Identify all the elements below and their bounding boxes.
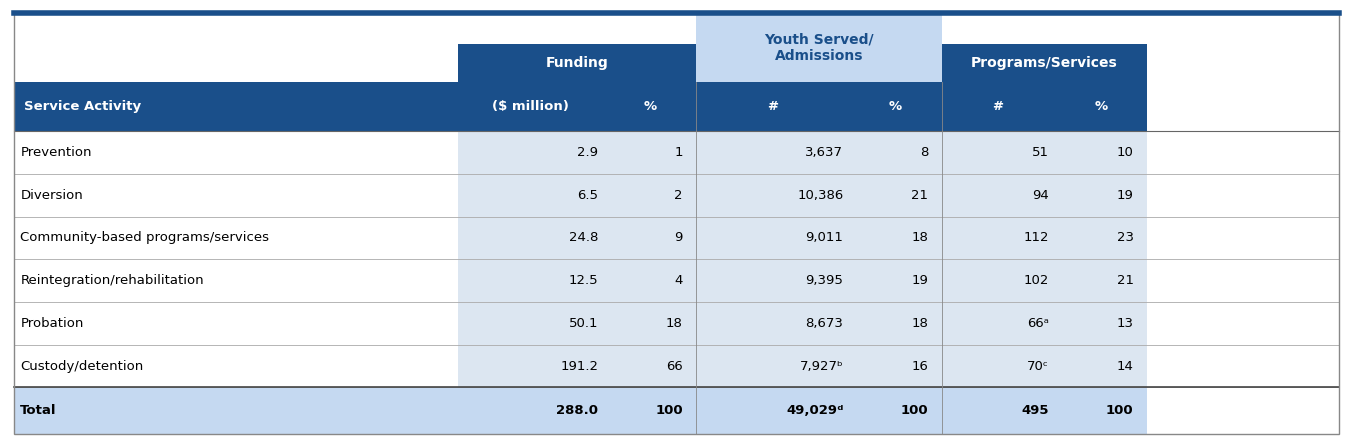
Text: 495: 495 <box>1022 404 1049 417</box>
Text: 66: 66 <box>666 360 683 373</box>
Bar <box>697 174 942 217</box>
Bar <box>457 131 697 174</box>
Bar <box>457 217 697 259</box>
Bar <box>457 13 697 44</box>
Text: 8,673: 8,673 <box>805 317 843 330</box>
Bar <box>14 302 457 345</box>
Text: 7,927ᵇ: 7,927ᵇ <box>800 360 843 373</box>
Bar <box>942 217 1147 259</box>
Bar <box>942 302 1147 345</box>
Text: 8: 8 <box>920 146 928 159</box>
Bar <box>14 174 457 217</box>
Text: Programs/Services: Programs/Services <box>971 56 1118 70</box>
Bar <box>14 13 457 82</box>
Text: 191.2: 191.2 <box>560 360 598 373</box>
Bar <box>697 302 942 345</box>
Text: 3,637: 3,637 <box>805 146 843 159</box>
Text: 19: 19 <box>912 274 928 287</box>
Text: 19: 19 <box>1116 189 1134 202</box>
Bar <box>942 13 1147 44</box>
Text: 13: 13 <box>1116 317 1134 330</box>
Text: 102: 102 <box>1024 274 1049 287</box>
Text: 9,395: 9,395 <box>805 274 843 287</box>
Text: Community-based programs/services: Community-based programs/services <box>20 231 269 245</box>
Text: 100: 100 <box>655 404 683 417</box>
Text: Prevention: Prevention <box>20 146 92 159</box>
Text: #: # <box>993 100 1004 113</box>
Bar <box>697 131 942 174</box>
Text: 100: 100 <box>1105 404 1134 417</box>
Text: Reintegration/rehabilitation: Reintegration/rehabilitation <box>20 274 204 287</box>
Text: 2: 2 <box>674 189 683 202</box>
Text: 70ᶜ: 70ᶜ <box>1027 360 1049 373</box>
Text: %: % <box>644 100 656 113</box>
Text: 18: 18 <box>912 231 928 245</box>
Text: 18: 18 <box>912 317 928 330</box>
Text: 288.0: 288.0 <box>556 404 598 417</box>
Text: 9,011: 9,011 <box>805 231 843 245</box>
Text: 14: 14 <box>1116 360 1134 373</box>
Text: Diversion: Diversion <box>20 189 83 202</box>
Bar <box>942 131 1147 174</box>
Bar <box>14 345 457 387</box>
Bar <box>942 44 1147 82</box>
Text: 100: 100 <box>901 404 928 417</box>
Bar <box>697 259 942 302</box>
Text: 12.5: 12.5 <box>568 274 598 287</box>
Text: ($ million): ($ million) <box>492 100 570 113</box>
Bar <box>14 82 1147 131</box>
Bar <box>14 387 1147 434</box>
Bar <box>14 217 457 259</box>
Text: 6.5: 6.5 <box>578 189 598 202</box>
Text: Youth Served/
Admissions: Youth Served/ Admissions <box>764 33 874 63</box>
Text: 24.8: 24.8 <box>568 231 598 245</box>
Bar <box>942 345 1147 387</box>
Text: 10: 10 <box>1116 146 1134 159</box>
Text: 50.1: 50.1 <box>568 317 598 330</box>
Text: Funding: Funding <box>545 56 609 70</box>
Bar <box>457 44 697 82</box>
Text: 66ᵃ: 66ᵃ <box>1027 317 1049 330</box>
Text: %: % <box>889 100 902 113</box>
Bar <box>457 259 697 302</box>
Bar <box>942 174 1147 217</box>
Text: 18: 18 <box>666 317 683 330</box>
Text: 21: 21 <box>1116 274 1134 287</box>
Text: 51: 51 <box>1032 146 1049 159</box>
Text: Custody/detention: Custody/detention <box>20 360 143 373</box>
Text: 4: 4 <box>675 274 683 287</box>
Bar <box>697 217 942 259</box>
Text: 23: 23 <box>1116 231 1134 245</box>
Text: 10,386: 10,386 <box>797 189 843 202</box>
Text: Total: Total <box>20 404 57 417</box>
Text: 49,029ᵈ: 49,029ᵈ <box>786 404 843 417</box>
Bar <box>697 345 942 387</box>
Text: 21: 21 <box>911 189 928 202</box>
Text: #: # <box>767 100 778 113</box>
Text: 1: 1 <box>674 146 683 159</box>
Text: 2.9: 2.9 <box>578 146 598 159</box>
Text: 16: 16 <box>912 360 928 373</box>
Bar <box>14 131 457 174</box>
Text: 9: 9 <box>675 231 683 245</box>
Bar <box>942 259 1147 302</box>
Bar <box>697 13 942 82</box>
Text: 94: 94 <box>1032 189 1049 202</box>
Bar <box>457 345 697 387</box>
Text: 112: 112 <box>1023 231 1049 245</box>
Text: Probation: Probation <box>20 317 84 330</box>
Bar <box>457 302 697 345</box>
Bar <box>457 174 697 217</box>
Text: %: % <box>1095 100 1107 113</box>
Text: Service Activity: Service Activity <box>24 100 142 113</box>
Bar <box>14 259 457 302</box>
